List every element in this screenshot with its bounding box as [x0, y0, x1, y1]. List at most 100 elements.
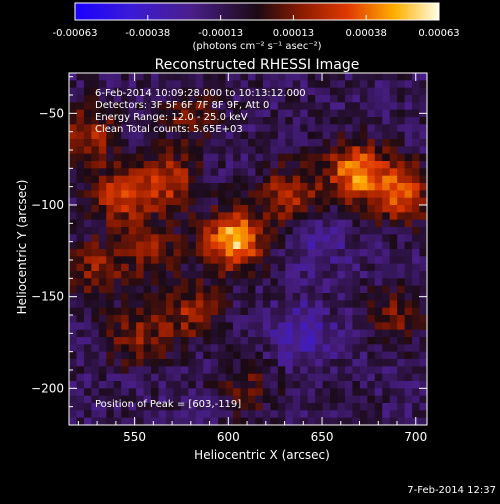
heatmap-cell — [322, 351, 331, 360]
heatmap-cell — [292, 381, 301, 389]
heatmap-cell — [151, 73, 159, 81]
heatmap-cell — [397, 388, 406, 397]
heatmap-cell — [330, 131, 338, 140]
heatmap-cell — [262, 395, 271, 404]
heatmap-cell — [374, 263, 383, 272]
heatmap-cell — [76, 344, 85, 353]
heatmap-cell — [404, 293, 413, 301]
heatmap-cell — [262, 315, 271, 323]
heatmap-cell — [136, 395, 144, 404]
heatmap-cell — [136, 337, 144, 345]
annotation-clean-counts: Clean Total counts: 5.65E+03 — [95, 124, 243, 135]
heatmap-cell — [76, 359, 85, 367]
heatmap-cell — [255, 197, 264, 206]
heatmap-cell — [352, 234, 361, 243]
heatmap-cell — [121, 337, 130, 345]
heatmap-cell — [344, 307, 353, 316]
heatmap-cell — [300, 337, 309, 345]
heatmap-cell — [367, 344, 376, 353]
heatmap-cell — [404, 131, 413, 140]
heatmap-cell — [419, 315, 428, 323]
heatmap-cell — [382, 241, 391, 250]
heatmap-cell — [136, 410, 144, 419]
heatmap-cell — [165, 146, 174, 155]
heatmap-cell — [106, 410, 115, 419]
colorbar — [74, 2, 440, 21]
x-tick-label: 700 — [404, 430, 427, 444]
heatmap-cell — [389, 117, 398, 125]
heatmap-cell — [404, 175, 413, 184]
heatmap-cell — [121, 227, 130, 235]
heatmap-cell — [188, 322, 197, 331]
heatmap-cell — [233, 73, 241, 81]
heatmap-cell — [419, 205, 428, 213]
heatmap-cell — [337, 175, 346, 184]
heatmap-cell — [337, 388, 346, 397]
heatmap-cell — [419, 80, 428, 89]
heatmap-cell — [165, 381, 174, 389]
heatmap-cell — [143, 351, 152, 360]
heatmap-cell — [210, 168, 219, 177]
heatmap-cell — [180, 256, 189, 265]
heatmap-cell — [397, 344, 406, 353]
heatmap-cell — [382, 293, 391, 301]
heatmap-cell — [128, 300, 137, 309]
heatmap-cell — [143, 271, 152, 279]
heatmap-cell — [330, 102, 338, 111]
heatmap-cell — [367, 183, 376, 191]
heatmap-cell — [121, 102, 130, 111]
heatmap-cell — [367, 168, 376, 177]
heatmap-cell — [344, 95, 353, 103]
heatmap-cell — [91, 139, 100, 147]
heatmap-cell — [255, 117, 264, 125]
heatmap-cell — [322, 410, 331, 419]
heatmap-cell — [225, 117, 234, 125]
heatmap-cell — [382, 175, 391, 184]
heatmap-cell — [307, 344, 316, 353]
heatmap-cell — [262, 212, 271, 221]
heatmap-cell — [83, 227, 92, 235]
heatmap-cell — [307, 241, 316, 250]
heatmap-cell — [180, 241, 189, 250]
heatmap-cell — [322, 263, 331, 272]
heatmap-cell — [277, 109, 286, 118]
heatmap-cell — [165, 344, 174, 353]
heatmap-cell — [292, 263, 301, 272]
heatmap-cell — [165, 373, 174, 382]
heatmap-cell — [248, 329, 256, 338]
heatmap-cell — [397, 403, 406, 411]
heatmap-cell — [91, 109, 100, 118]
heatmap-cell — [143, 417, 152, 426]
heatmap-cell — [359, 329, 368, 338]
x-axis-label: Heliocentric X (arcsec) — [194, 448, 330, 462]
heatmap-cell — [113, 388, 122, 397]
heatmap-cell — [359, 307, 368, 316]
heatmap-cell — [404, 256, 413, 265]
heatmap-cell — [270, 124, 279, 133]
heatmap-cell — [330, 344, 338, 353]
heatmap-cell — [255, 161, 264, 169]
heatmap-cell — [352, 388, 361, 397]
heatmap-cell — [151, 175, 159, 184]
heatmap-cell — [307, 197, 316, 206]
heatmap-cell — [419, 102, 428, 111]
heatmap-cell — [285, 241, 294, 250]
heatmap-cell — [277, 212, 286, 221]
heatmap-cell — [382, 351, 391, 360]
heatmap-cell — [255, 80, 264, 89]
heatmap-cell — [270, 381, 279, 389]
heatmap-cell — [113, 293, 122, 301]
heatmap-cell — [195, 315, 204, 323]
heatmap-cell — [69, 80, 77, 89]
heatmap-cell — [83, 388, 92, 397]
heatmap-cell — [300, 315, 309, 323]
heatmap-cell — [151, 410, 159, 419]
heatmap-cell — [203, 381, 212, 389]
heatmap-cell — [412, 87, 420, 96]
heatmap-cell — [352, 73, 361, 81]
heatmap-cell — [233, 234, 241, 243]
heatmap-cell — [91, 285, 100, 294]
heatmap-cell — [404, 219, 413, 228]
heatmap-cell — [330, 410, 338, 419]
heatmap-cell — [113, 329, 122, 338]
